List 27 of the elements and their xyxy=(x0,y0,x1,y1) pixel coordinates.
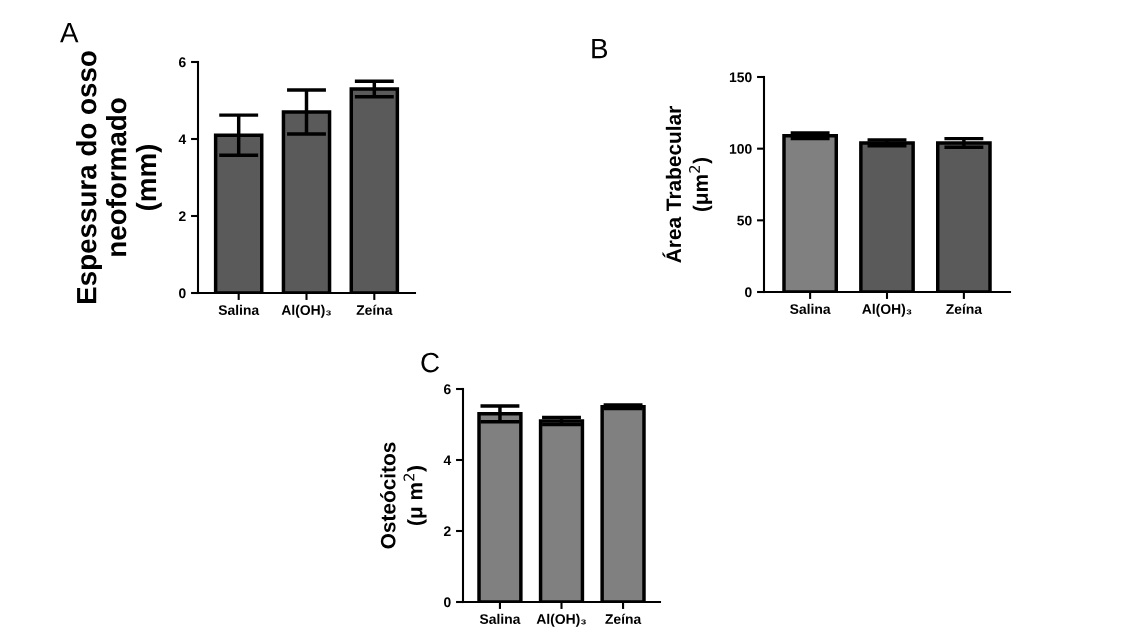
y-axis-title: Osteócitos (μ m$^{2}$) xyxy=(380,442,427,549)
chart-title: B xyxy=(592,39,608,59)
x-tick-label: Al(OH)₃ xyxy=(536,613,586,627)
y-tick-label: 50 xyxy=(737,215,752,226)
y-tick-label: 0 xyxy=(179,288,186,299)
x-tick-label: Salina xyxy=(790,303,831,315)
y-tick-label: 4 xyxy=(178,134,187,145)
y-tick-label: 6 xyxy=(178,57,186,68)
y-tick-label: 2 xyxy=(178,211,186,222)
y-tick-label: 0 xyxy=(444,597,451,608)
y-tick-label: 150 xyxy=(729,72,752,83)
x-tick-label: Salina xyxy=(479,613,521,625)
y-tick-label: 6 xyxy=(443,384,451,395)
y-tick-label: 100 xyxy=(729,144,752,154)
x-tick-label: Al(OH)₃ xyxy=(862,303,912,317)
chart-title: A xyxy=(60,23,79,43)
x-tick-label: Zeína xyxy=(356,304,393,316)
x-tick-label: Salina xyxy=(218,304,260,316)
x-tick-label: Zeína xyxy=(946,303,983,315)
y-axis-title: Área Trabecular (μm$^{2}$) xyxy=(662,106,713,263)
x-tick-label: Zeína xyxy=(605,613,642,625)
x-tick-label: Al(OH)₃ xyxy=(281,304,331,318)
y-tick-label: 2 xyxy=(443,526,451,537)
chart-title: C xyxy=(421,352,439,373)
y-tick-label: 4 xyxy=(443,455,452,466)
y-tick-label: 0 xyxy=(745,287,752,298)
y-axis-title: Espessura do osso neoformado (mm) xyxy=(76,51,162,303)
